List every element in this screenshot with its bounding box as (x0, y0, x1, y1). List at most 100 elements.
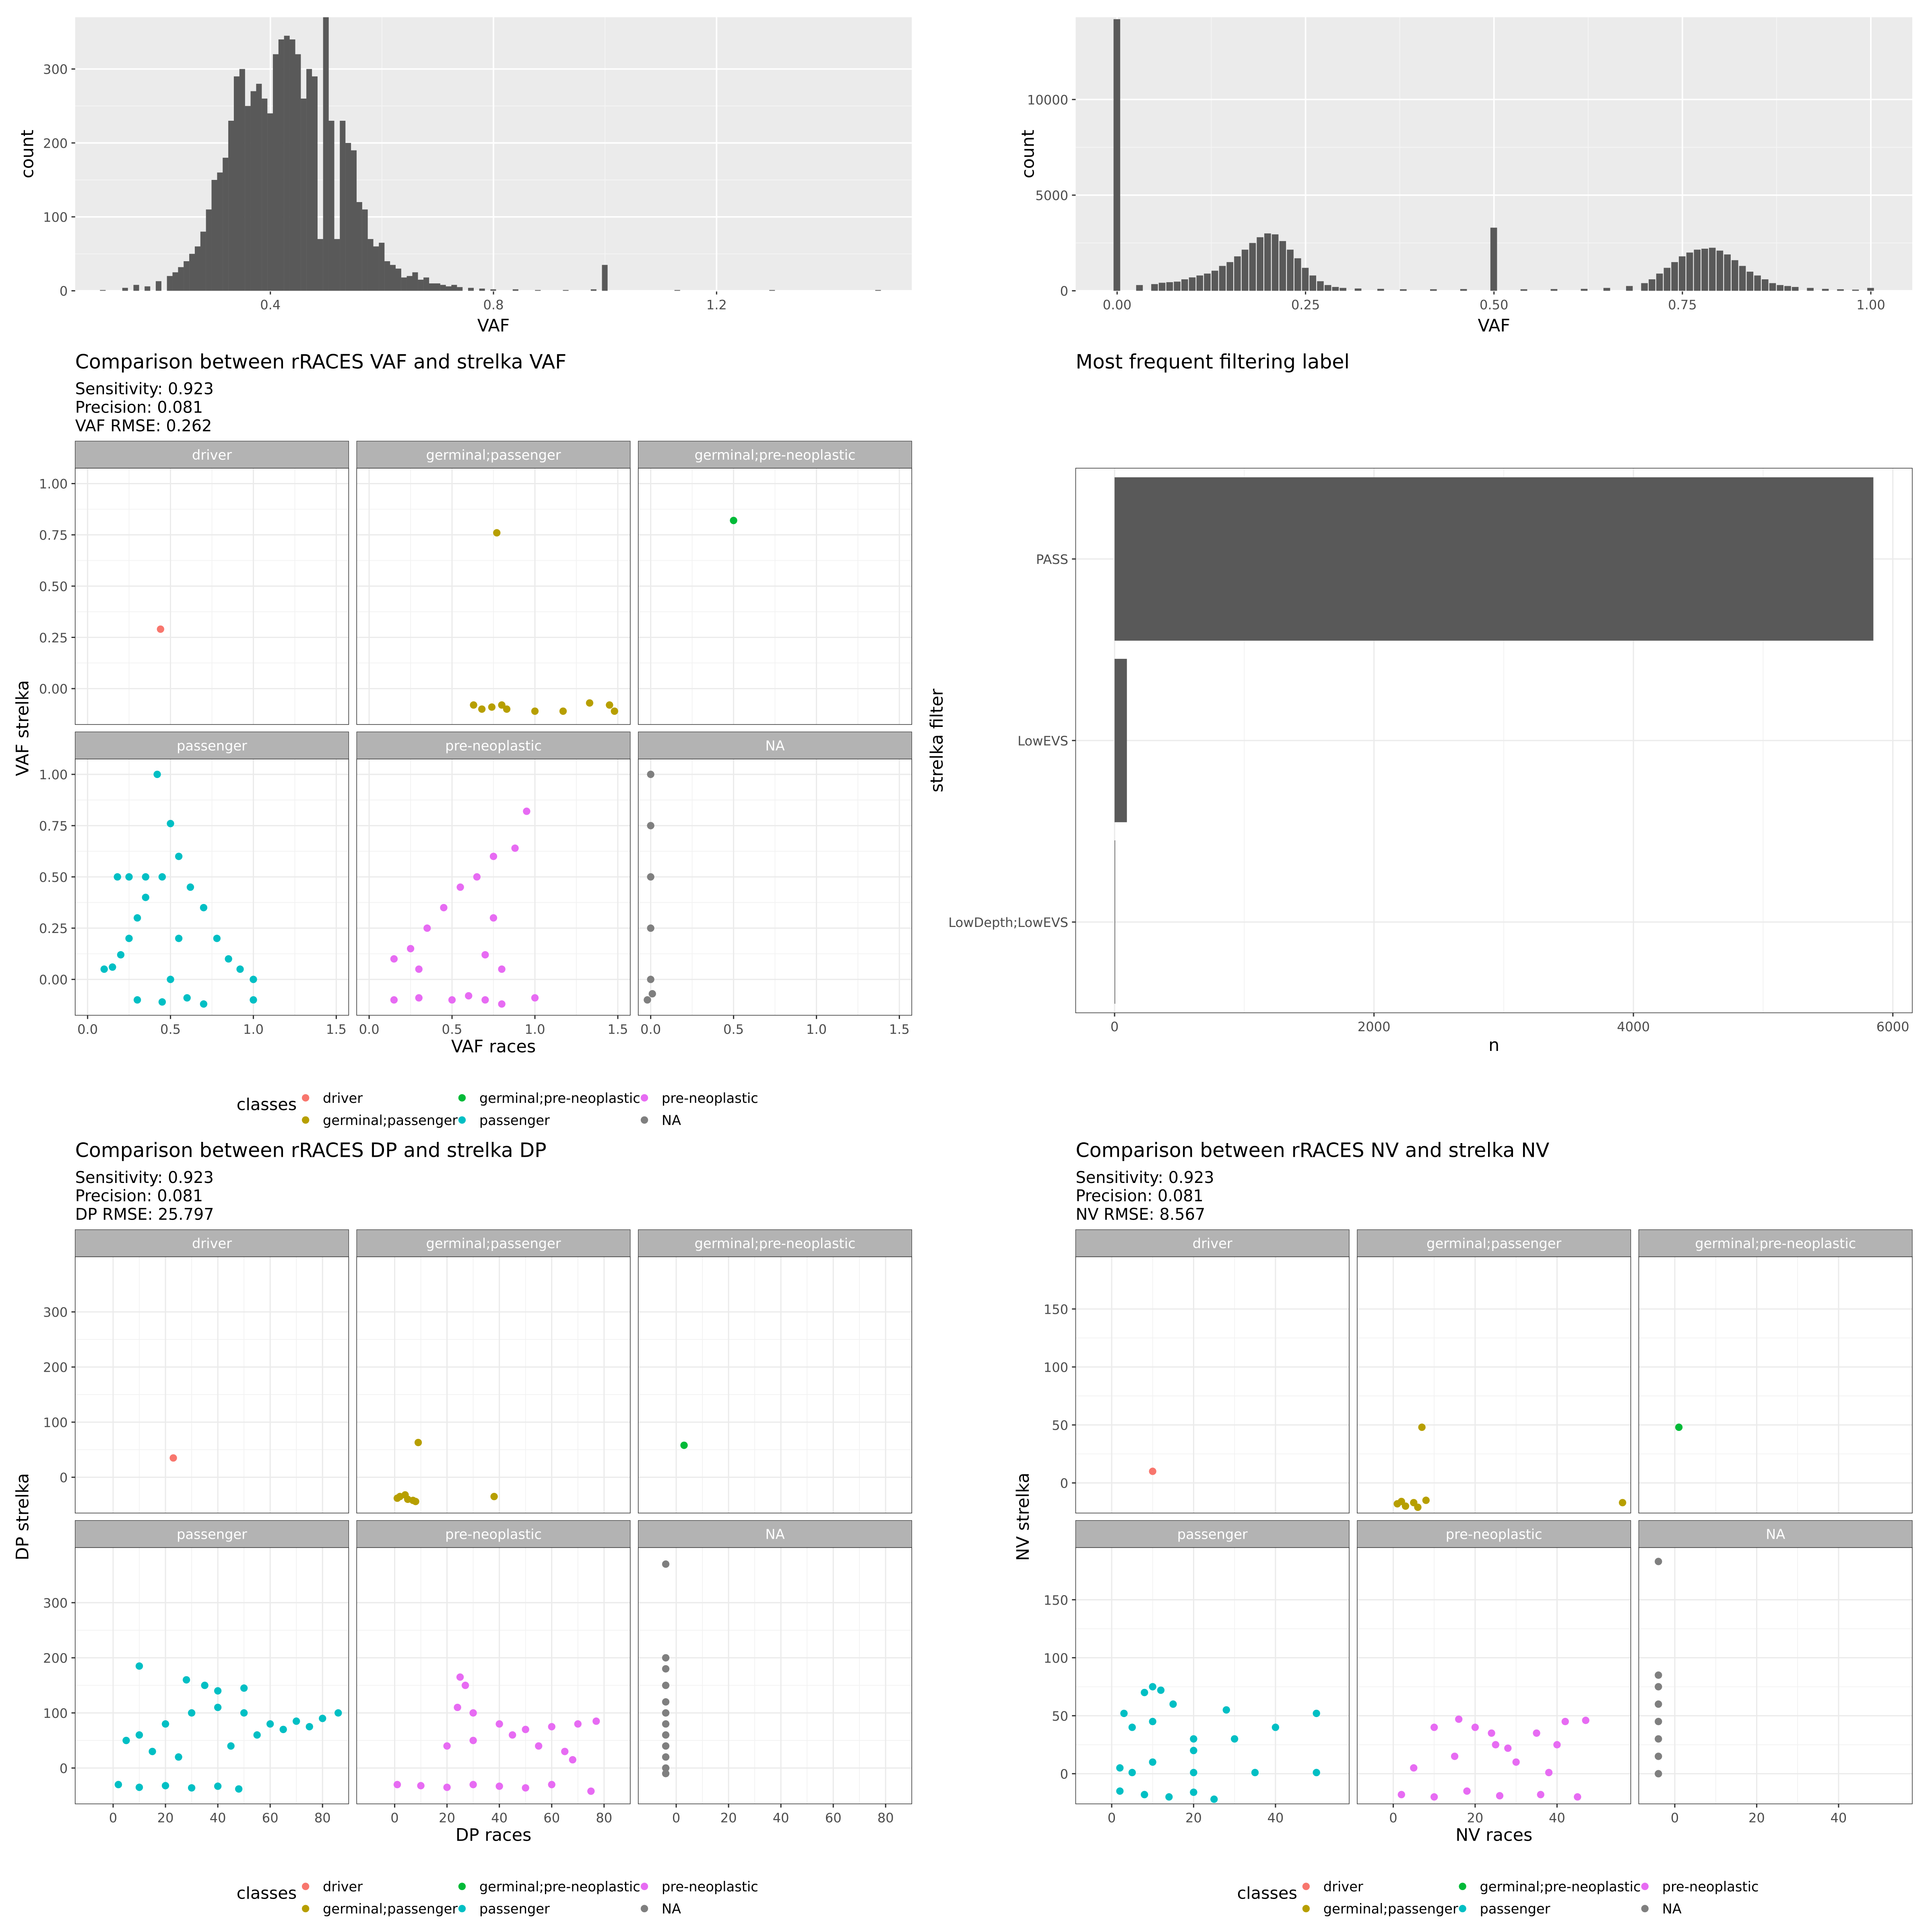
facet-points (730, 516, 737, 524)
data-point (561, 1748, 569, 1755)
data-point (1492, 1741, 1499, 1748)
y-tick-label: 1.00 (39, 477, 68, 492)
data-point (495, 1782, 503, 1790)
facet-points (169, 1454, 177, 1462)
data-point (662, 1654, 670, 1662)
legend-label: germinal;pre-neoplastic (479, 1879, 640, 1895)
y-tick-label: 200 (43, 136, 68, 151)
hist-bar (479, 288, 485, 291)
facet-points (1397, 1715, 1589, 1801)
data-point (125, 873, 133, 881)
y-tick-label: 0 (60, 284, 68, 299)
facet-panel (1357, 1547, 1631, 1804)
hist-bar (367, 239, 374, 291)
hist-bar (1686, 252, 1693, 291)
hist-bar (1701, 248, 1708, 291)
hist-bar (100, 290, 106, 291)
y-tick-label: 150 (1044, 1593, 1068, 1608)
data-point (1655, 1558, 1662, 1565)
hist-bar (446, 286, 452, 291)
data-point (495, 1720, 503, 1728)
legend-label: passenger (479, 1113, 550, 1128)
facet-strip-label: pre-neoplastic (1446, 1526, 1542, 1542)
facet-strip (1357, 1229, 1631, 1257)
x-tick-label: 40 (210, 1810, 226, 1826)
facet-panel-border (74, 758, 349, 1016)
hist-bar (1739, 266, 1746, 291)
facet-strip (75, 1520, 349, 1548)
hist-bar (256, 84, 262, 291)
data-point (1149, 1683, 1156, 1690)
y-tick-label: 50 (1052, 1418, 1068, 1433)
legend-key (640, 1905, 648, 1913)
facet-points (100, 770, 257, 1008)
y-tick-label: 0.00 (39, 681, 68, 697)
facet-points (390, 807, 539, 1008)
hist-bar (272, 54, 279, 291)
y-axis-title: DP strelka (12, 1473, 33, 1560)
data-point (473, 873, 481, 881)
plot-subtitle: DP RMSE: 25.797 (75, 1205, 214, 1224)
facet-panel (1639, 1257, 1913, 1513)
legend-label: NA (1662, 1901, 1682, 1917)
hist-bar (284, 35, 290, 291)
facet-panel (1075, 1257, 1350, 1513)
y-axis-title: count (1018, 130, 1038, 178)
data-point (511, 844, 519, 852)
data-point (1397, 1791, 1405, 1798)
hist-bar (395, 268, 401, 291)
facet-panel-border (74, 1256, 349, 1513)
data-point (135, 1783, 143, 1791)
data-point (390, 955, 398, 963)
data-point (647, 770, 654, 778)
hist-bar (1837, 289, 1844, 291)
y-tick-label: 1.00 (39, 767, 68, 782)
x-tick-label: 1.5 (326, 1022, 347, 1037)
data-point (569, 1756, 576, 1764)
data-point (1271, 1724, 1280, 1731)
x-tick-label: 80 (596, 1810, 612, 1826)
x-axis-title: NV races (1455, 1825, 1532, 1845)
data-point (236, 965, 244, 973)
hist-bar (184, 261, 190, 291)
x-axis-title: VAF (1478, 316, 1510, 336)
legend-label: passenger (1480, 1901, 1550, 1917)
data-point (469, 1736, 477, 1744)
x-tick-label: 0 (1389, 1810, 1397, 1826)
hist-bar (1234, 256, 1241, 291)
data-point (1210, 1795, 1218, 1803)
facet-strip-label: pre-neoplastic (445, 738, 542, 753)
legend-label: pre-neoplastic (662, 1879, 758, 1895)
data-point (647, 976, 654, 983)
data-point (293, 1717, 300, 1725)
x-tick-label: 2000 (1358, 1019, 1391, 1034)
data-point (188, 1784, 196, 1792)
data-point (662, 1720, 670, 1728)
x-tick-label: 0.75 (1668, 297, 1697, 312)
hist-bar (217, 172, 223, 291)
data-point (134, 996, 141, 1004)
data-point (161, 1720, 169, 1728)
data-point (662, 1665, 670, 1673)
data-point (1655, 1671, 1662, 1679)
hist-bar (278, 39, 284, 291)
data-point (253, 1731, 261, 1739)
legend-key (302, 1116, 310, 1124)
plot-title: Comparison between rRACES DP and strelka… (75, 1139, 547, 1162)
bar (1115, 477, 1874, 641)
data-point (498, 701, 506, 709)
hist-bar (1626, 286, 1633, 291)
y-tick-label: 0.00 (39, 972, 68, 988)
hist-bar (1784, 286, 1791, 291)
facet-strip (356, 1229, 631, 1257)
x-tick-label: 0 (672, 1810, 680, 1826)
hist-bar (1166, 282, 1173, 291)
data-point (1313, 1769, 1320, 1777)
data-point (142, 894, 149, 901)
facet-panel-border (356, 1256, 631, 1513)
hist-bar (301, 98, 307, 291)
data-point (587, 1787, 595, 1795)
hist-bar (535, 290, 541, 291)
data-point (1582, 1717, 1589, 1724)
data-point (1675, 1423, 1683, 1431)
